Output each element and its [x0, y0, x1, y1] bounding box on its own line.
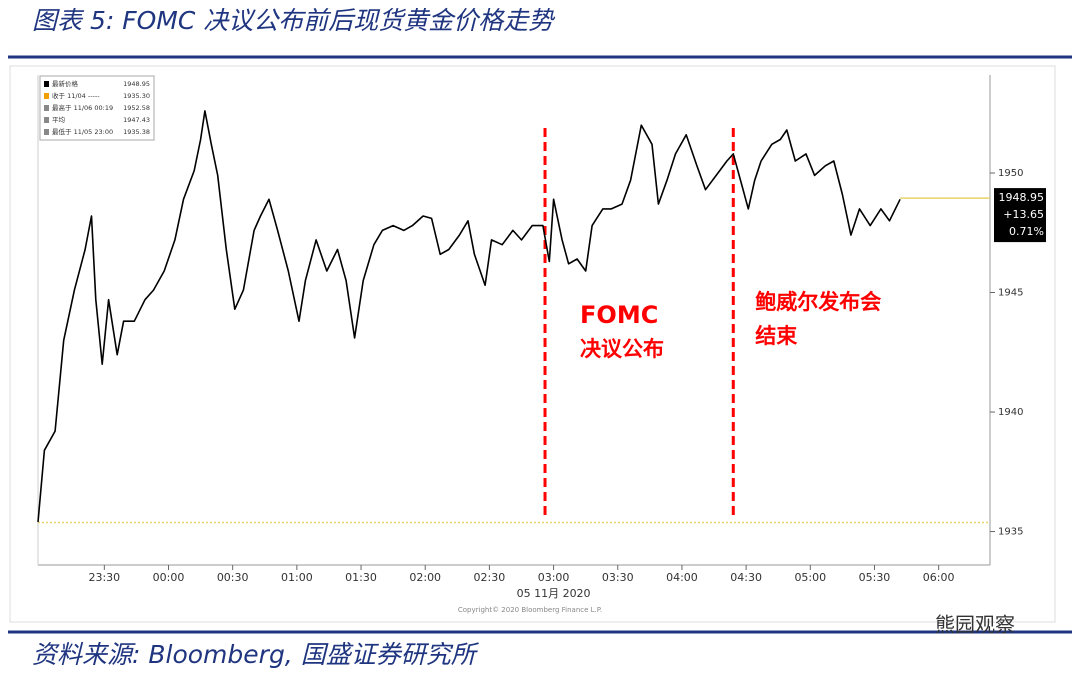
chart-panel — [9, 65, 1056, 623]
x-tick-label: 01:30 — [345, 571, 377, 584]
x-tick-label: 00:00 — [153, 571, 185, 584]
x-tick-label: 04:30 — [730, 571, 762, 584]
title: 图表 5: FOMC 决议公布前后现货黄金价格走势 — [32, 6, 556, 35]
x-tick-label: 03:00 — [538, 571, 570, 584]
x-tick-label: 03:30 — [602, 571, 634, 584]
x-tick-label: 00:30 — [217, 571, 249, 584]
legend-value: 1935.38 — [123, 128, 150, 136]
legend-swatch — [44, 93, 49, 99]
y-tick-label: 1950 — [998, 168, 1023, 179]
legend-value: 1935.30 — [123, 92, 150, 100]
legend-box — [39, 75, 155, 141]
legend-label: 最低于 11/05 23:00 — [52, 127, 113, 136]
last-pct: 0.71% — [1009, 225, 1044, 238]
legend-swatch — [44, 81, 49, 87]
event-label: 结束 — [755, 324, 798, 348]
y-tick-label: 1940 — [998, 407, 1023, 418]
legend-label: 最高于 11/06 00:19 — [52, 103, 113, 112]
legend-value: 1948.95 — [123, 80, 150, 88]
last-change: +13.65 — [1003, 208, 1044, 221]
price-line — [37, 110, 901, 523]
y-tick-label: 1935 — [998, 527, 1023, 538]
x-date-label: 05 11月 2020 — [517, 587, 591, 600]
legend-label: 平均 — [52, 115, 66, 124]
x-tick-label: 02:30 — [474, 571, 506, 584]
copyright: Copyright© 2020 Bloomberg Finance L.P. — [458, 606, 602, 614]
legend-swatch — [44, 117, 49, 123]
legend-value: 1952.58 — [123, 104, 150, 112]
legend-value: 1947.43 — [123, 116, 150, 124]
event-label: 决议公布 — [580, 337, 664, 361]
x-tick-label: 23:30 — [88, 571, 120, 584]
event-label: 鲍威尔发布会 — [755, 290, 881, 314]
legend-label: 收于 11/04 ----- — [52, 91, 100, 100]
last-price-box — [994, 188, 1046, 243]
x-tick-label: 04:00 — [666, 571, 698, 584]
legend-swatch — [44, 129, 49, 135]
legend-label: 最新价格 — [52, 79, 79, 88]
watermark: 熊园观察 — [935, 613, 1015, 637]
legend-swatch — [44, 105, 49, 111]
source: 资料来源: Bloomberg, 国盛证券研究所 — [32, 640, 480, 669]
y-tick-label: 1945 — [998, 288, 1023, 299]
event-label: FOMC — [580, 301, 658, 329]
last-price: 1948.95 — [999, 191, 1045, 204]
x-tick-label: 05:30 — [859, 571, 891, 584]
x-tick-label: 02:00 — [409, 571, 441, 584]
x-tick-label: 06:00 — [923, 571, 955, 584]
x-tick-label: 05:00 — [794, 571, 826, 584]
x-tick-label: 01:00 — [281, 571, 313, 584]
